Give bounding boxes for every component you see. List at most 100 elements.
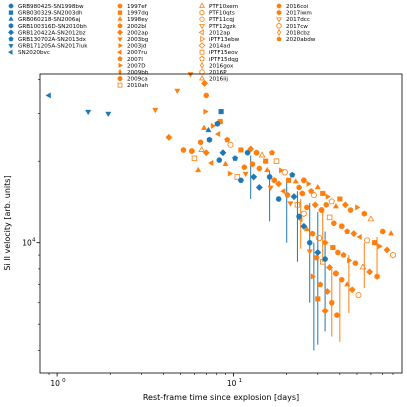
legend-label: GRB120422A-SN2012bz — [18, 30, 86, 36]
data-point — [263, 158, 269, 164]
legend-marker — [200, 61, 204, 70]
legend-label: 2016iij — [209, 77, 228, 83]
data-point — [344, 281, 351, 287]
legend-entry: 2002ap — [116, 29, 149, 36]
legend-entry: PTF10qts — [199, 9, 235, 17]
legend-label: 2009ca — [127, 77, 148, 83]
legend-marker — [8, 36, 14, 42]
data-point — [281, 169, 288, 176]
data-point — [308, 188, 315, 194]
legend-label: 2009bb — [127, 70, 149, 76]
legend-marker — [117, 82, 123, 88]
data-point — [306, 249, 313, 255]
data-point — [205, 126, 212, 133]
data-point — [210, 122, 217, 129]
legend-marker — [117, 56, 123, 61]
data-point — [372, 240, 378, 246]
legend-entry: 2007I — [117, 56, 143, 63]
legend-entry: PTF11cqj — [199, 16, 235, 23]
data-point — [328, 299, 335, 306]
legend-marker — [199, 16, 205, 22]
data-point — [273, 158, 280, 164]
legend-label: GRB030329-SN2003dh — [18, 11, 83, 17]
data-point — [300, 222, 308, 230]
data-point — [201, 79, 209, 87]
legend-entry: 2009bb — [118, 68, 149, 76]
data-point — [165, 133, 173, 141]
data-point — [214, 130, 221, 138]
data-point — [222, 160, 229, 166]
legend-entry: 2016iij — [199, 75, 228, 83]
data-point — [85, 109, 92, 116]
data-point — [105, 111, 112, 118]
legend-marker — [117, 10, 123, 15]
legend-label: 2002bl — [127, 24, 147, 30]
legend-marker — [276, 36, 282, 42]
data-point — [330, 244, 336, 251]
data-point — [271, 177, 277, 184]
legend-entry: iPTF15dqg — [199, 55, 239, 63]
data-point — [255, 183, 263, 191]
data-point — [310, 192, 317, 199]
data-point — [264, 166, 271, 173]
legend-entry: GRB171205A-SN2017iuk — [8, 44, 88, 50]
legend-label: 2017dcc — [286, 17, 310, 23]
data-point — [45, 92, 51, 99]
legend-marker — [200, 36, 206, 42]
data-point — [214, 120, 221, 127]
legend-marker — [276, 23, 282, 29]
data-point — [374, 273, 380, 280]
legend-marker — [8, 16, 14, 21]
data-point — [323, 287, 331, 296]
data-point — [296, 213, 302, 220]
data-point — [316, 235, 323, 242]
plot-area-frame — [39, 73, 403, 374]
data-point — [317, 281, 324, 288]
legend-label: GRB100316D-SN2010bh — [18, 24, 87, 30]
legend-entry: iPTF13ebw — [200, 36, 240, 43]
legend-entry: 2020abdw — [276, 36, 316, 43]
data-point — [333, 270, 339, 277]
data-point — [208, 159, 214, 167]
data-point — [338, 223, 345, 230]
data-point — [321, 307, 329, 315]
legend-entry: 2009ca — [117, 76, 148, 83]
data-point — [355, 204, 361, 211]
data-point — [359, 263, 367, 270]
legend-entry: 2017cw — [276, 23, 308, 30]
data-point — [303, 225, 310, 232]
data-point — [390, 251, 396, 259]
legend-marker — [117, 37, 123, 43]
legend-label: 2016P — [209, 70, 227, 76]
legend-label: 2003jd — [127, 44, 147, 50]
data-point — [227, 141, 234, 148]
legend-label: 2014ad — [209, 44, 231, 50]
data-point — [313, 254, 320, 261]
legend-marker — [199, 9, 205, 16]
data-point — [203, 108, 209, 115]
legend-label: 2007I — [127, 57, 143, 63]
legend-marker — [277, 28, 281, 37]
legend-marker — [117, 23, 123, 29]
legend-label: 2017cw — [286, 24, 308, 30]
data-point — [187, 72, 194, 78]
legend-marker — [118, 42, 124, 49]
data-point — [318, 207, 325, 213]
legend-label: PTF11cqj — [209, 17, 235, 23]
data-point — [234, 174, 241, 180]
data-point — [242, 171, 249, 178]
legend-label: 2003bg — [127, 37, 149, 43]
legend-entry: GRB980425-SN1998bw — [8, 3, 84, 10]
data-point — [322, 256, 328, 262]
axes: 10 0 10 110 4 — [22, 79, 394, 388]
legend-marker — [117, 76, 123, 82]
legend-entry: GRB030329-SN2003dh — [8, 10, 83, 17]
data-point — [269, 149, 275, 156]
legend-entry: 2003jd — [118, 42, 147, 50]
data-point — [191, 155, 198, 162]
data-point — [241, 164, 248, 171]
legend-entry: 2017dcc — [276, 17, 310, 23]
data-point — [328, 198, 335, 205]
legend-entry: 2002bl — [117, 23, 147, 30]
